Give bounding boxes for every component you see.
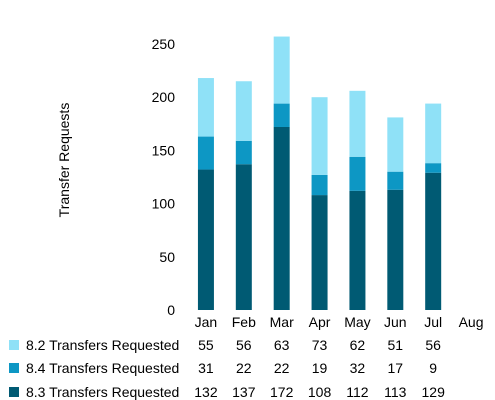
bar-segment: [235, 81, 252, 141]
y-tick-label: 100: [152, 196, 176, 212]
x-tick-label: Jan: [195, 314, 218, 330]
bar-segment: [311, 97, 328, 175]
bar-segment: [425, 172, 442, 310]
legend-label: 8.2 Transfers Requested: [26, 337, 179, 353]
table-cell: 31: [198, 360, 214, 376]
bar-segment: [197, 78, 214, 137]
table-cell: 17: [388, 360, 404, 376]
table-cell: 73: [312, 337, 328, 353]
bar-segment: [387, 171, 404, 190]
table-cell: 137: [232, 384, 256, 400]
legend-swatch: [9, 387, 19, 397]
legend-label: 8.4 Transfers Requested: [26, 360, 179, 376]
bar-segment: [387, 117, 404, 172]
bar-segment: [425, 103, 442, 164]
bar-segment: [235, 140, 252, 165]
bar-segment: [425, 163, 442, 173]
bar-segment: [349, 190, 366, 310]
table-cell: 9: [429, 360, 437, 376]
y-tick-label: 150: [152, 142, 176, 158]
table-cell: 51: [388, 337, 404, 353]
bar-segment: [197, 136, 214, 170]
x-tick-label: Mar: [270, 314, 294, 330]
legend-swatch: [9, 363, 19, 373]
table-cell: 172: [270, 384, 294, 400]
table-cell: 129: [422, 384, 446, 400]
x-tick-label: Jun: [384, 314, 407, 330]
bar-segment: [349, 90, 366, 157]
table-cell: 22: [236, 360, 252, 376]
table-cell: 62: [350, 337, 366, 353]
table-cell: 55: [198, 337, 214, 353]
bar-segment: [349, 156, 366, 191]
table-cell: 132: [194, 384, 218, 400]
y-axis-label: Transfer Requests: [56, 103, 72, 218]
bar-segment: [235, 164, 252, 310]
bar-segment: [273, 103, 290, 127]
y-tick-label: 0: [167, 302, 175, 318]
bar-segment: [387, 189, 404, 310]
bar-segment: [273, 126, 290, 310]
table-cell: 56: [236, 337, 252, 353]
data-table: 8.2 Transfers Requested 55 56 63 73 62 51 56 8.4…: [9, 337, 445, 400]
bar-segment: [273, 36, 290, 104]
table-cell: 113: [384, 384, 407, 400]
bars: [197, 36, 442, 310]
x-axis-ticks: Jan Feb Mar Apr May Jun Jul Aug: [195, 314, 484, 330]
x-tick-label: Feb: [232, 314, 256, 330]
table-cell: 56: [425, 337, 441, 353]
bar-segment: [311, 195, 328, 310]
x-tick-label: Jul: [424, 314, 442, 330]
y-tick-label: 250: [152, 36, 176, 52]
legend-swatch: [9, 340, 19, 350]
table-cell: 63: [274, 337, 290, 353]
y-axis-ticks: 0 50 100 150 200 250: [152, 36, 176, 318]
table-cell: 32: [350, 360, 366, 376]
x-tick-label: May: [344, 314, 370, 330]
table-cell: 22: [274, 360, 290, 376]
bar-segment: [311, 174, 328, 196]
x-tick-label: Apr: [309, 314, 331, 330]
legend-label: 8.3 Transfers Requested: [26, 384, 179, 400]
table-cell: 19: [312, 360, 328, 376]
y-tick-label: 200: [152, 89, 176, 105]
y-tick-label: 50: [159, 249, 175, 265]
bar-segment: [197, 169, 214, 310]
x-tick-label: Aug: [459, 314, 484, 330]
table-cell: 112: [346, 384, 369, 400]
table-cell: 108: [308, 384, 332, 400]
